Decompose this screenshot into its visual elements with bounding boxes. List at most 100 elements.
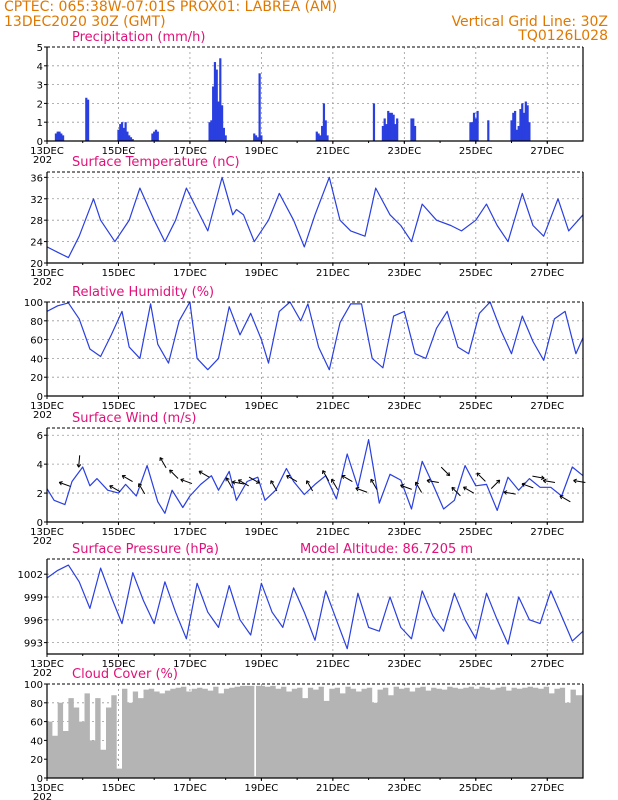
header-station: CPTEC: 065:38W-07:01S PROX01: LABREA (AM… — [4, 0, 338, 15]
precip-bar — [412, 118, 415, 141]
precip-bar — [324, 120, 327, 141]
x-tick-label: 21DEC — [316, 527, 350, 538]
x-tick-label: 19DEC — [245, 146, 279, 157]
series-line — [46, 564, 584, 650]
wind-arrow — [414, 481, 423, 493]
wind-arrow — [426, 478, 439, 484]
x-tick-label: 15DEC — [102, 659, 136, 670]
wind-arrow — [286, 474, 298, 483]
x-tick-label: 23DEC — [387, 401, 421, 412]
x-tick-label: 21DEC — [316, 659, 350, 670]
precip-bar — [258, 73, 261, 141]
x-tick-label: 23DEC — [387, 659, 421, 670]
wind-arrow — [559, 495, 571, 503]
wind-arrow — [76, 455, 82, 468]
x-tick-label: 15DEC — [102, 146, 136, 157]
precip-bar — [215, 69, 218, 141]
x-tick-label: 27DEC — [530, 527, 564, 538]
y-tick-label: 1002 — [18, 570, 43, 581]
y-tick-label: 999 — [24, 593, 43, 604]
wind-arrow — [331, 478, 339, 490]
precip-bar — [372, 103, 376, 141]
x-tick-label: 27DEC — [530, 659, 564, 670]
y-tick-label: 32 — [30, 195, 43, 206]
series-line — [46, 176, 584, 259]
precip-bar — [390, 112, 393, 141]
precip-bar — [151, 133, 154, 141]
y-tick-label: 4 — [37, 62, 43, 73]
precip-bar — [396, 118, 399, 141]
y-tick-label: 36 — [30, 173, 43, 184]
x-tick-label: 15DEC — [102, 401, 136, 412]
y-tick-label: 100 — [24, 680, 43, 691]
precip-bar — [317, 133, 320, 141]
panel-title: Surface Wind (m/s) — [72, 411, 196, 426]
wind-arrow — [121, 474, 133, 483]
y-tick-label: 1 — [37, 118, 43, 129]
year-fragment: 202 — [33, 792, 52, 800]
panel-frame — [46, 684, 584, 779]
wind-arrow — [138, 483, 146, 495]
precip-bar — [512, 112, 515, 141]
y-tick-label: 2 — [37, 99, 43, 110]
precip-bar — [469, 122, 472, 141]
model-altitude-label: Model Altitude: 86.7205 m — [300, 542, 473, 557]
y-tick-label: 40 — [30, 736, 43, 747]
series-line — [46, 439, 584, 514]
precip-bar — [131, 139, 134, 141]
precip-bar — [476, 110, 479, 141]
x-tick-label: 21DEC — [316, 783, 350, 794]
x-tick-label: 19DEC — [245, 268, 279, 279]
precip-bar — [514, 110, 517, 141]
precip-bar — [528, 122, 531, 141]
precip-bar — [153, 131, 156, 141]
panel-5: 993 996 999 1002 13DEC 15DEC 17DEC 19DEC 21DEC 23… — [18, 542, 584, 679]
x-tick-label: 17DEC — [173, 268, 207, 279]
wind-arrow — [270, 480, 278, 492]
precip-bar — [322, 103, 326, 141]
panel-frame — [46, 172, 584, 264]
precip-bar — [326, 135, 329, 141]
precip-bar — [156, 131, 159, 141]
wind-arrow — [370, 478, 378, 490]
year-fragment: 202 — [33, 277, 52, 288]
year-fragment: 202 — [33, 668, 52, 679]
precip-bar — [224, 135, 227, 141]
precip-bar — [385, 124, 388, 141]
precip-bar — [381, 125, 384, 141]
precip-bar — [86, 99, 90, 141]
wind-arrow — [542, 478, 556, 484]
y-tick-label: 60 — [30, 718, 43, 729]
x-tick-label: 17DEC — [173, 527, 207, 538]
precip-bar — [522, 112, 526, 141]
precip-bar — [410, 118, 413, 141]
y-tick-label: 40 — [30, 354, 43, 365]
x-tick-label: 23DEC — [387, 783, 421, 794]
panel-title: Surface Temperature (nC) — [72, 155, 240, 170]
x-tick-label: 13DEC — [30, 401, 64, 412]
precip-bar — [56, 131, 59, 141]
cloud-area — [47, 685, 583, 778]
x-tick-label: 25DEC — [459, 146, 493, 157]
x-tick-label: 13DEC — [30, 659, 64, 670]
precip-bar — [212, 86, 215, 141]
precip-bar — [129, 137, 133, 141]
wind-arrow — [198, 470, 210, 478]
precip-bar — [217, 101, 220, 141]
precip-bar — [383, 118, 386, 141]
x-tick-label: 13DEC — [30, 146, 64, 157]
precip-bar — [253, 133, 256, 141]
wind-arrow — [490, 479, 501, 489]
y-tick-label: 100 — [24, 298, 43, 309]
x-tick-label: 25DEC — [459, 527, 493, 538]
precip-bar — [85, 97, 88, 141]
x-tick-label: 13DEC — [30, 783, 64, 794]
precip-bar — [413, 125, 417, 141]
y-tick-label: 20 — [30, 373, 43, 384]
x-tick-label: 19DEC — [245, 783, 279, 794]
y-tick-label: 80 — [30, 317, 43, 328]
y-tick-label: 0 — [37, 392, 43, 403]
precip-bar — [517, 125, 520, 141]
wind-arrow — [341, 474, 353, 483]
